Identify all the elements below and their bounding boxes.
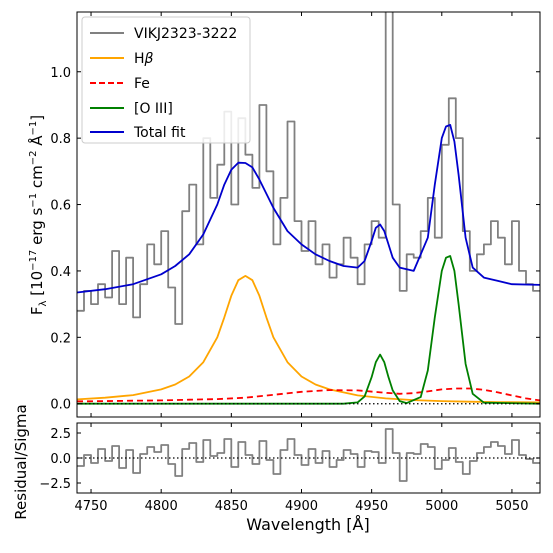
main-ytick-label: 0.6	[50, 199, 71, 214]
x-axis-label: Wavelength [Å]	[246, 515, 369, 534]
main-series-layer	[77, 12, 540, 405]
legend-label-hbeta: Hβ	[134, 51, 154, 67]
main-ytick-label: 0.4	[50, 265, 71, 280]
main-ytick-label: 0.2	[50, 331, 71, 346]
xtick-label: 5000	[425, 499, 458, 514]
residual-panel: −2.50.02.5 4750 4800 4850 4900 4950 5000 5050 …	[12, 404, 541, 534]
main-series-fe	[77, 387, 540, 403]
residual-ytick-label: 0.0	[50, 452, 71, 467]
legend-entry-observed: VIKJ2323-3222	[90, 26, 237, 42]
xtick-label: 4800	[145, 499, 178, 514]
main-series-total-fit	[77, 124, 540, 294]
xtick-label: 4850	[215, 499, 248, 514]
residual-y-ticks: −2.5 0.0 2.5	[39, 427, 540, 492]
main-series-o-iii	[77, 255, 540, 405]
main-ytick-label: 1.0	[50, 66, 71, 81]
legend: VIKJ2323-3222 Hβ Fe [O III] Total fit	[81, 16, 251, 144]
legend-entry-oiii: [O III]	[90, 101, 173, 117]
main-y-ticks: 0.0 0.2 0.4 0.6 0.8 1.0	[50, 66, 540, 413]
legend-entry-total-fit: Total fit	[90, 125, 186, 141]
residual-series-residual	[77, 428, 540, 482]
legend-label-fe: Fe	[134, 76, 150, 92]
legend-label-observed: VIKJ2323-3222	[134, 26, 237, 42]
main-series-h	[77, 275, 540, 404]
main-y-axis-label: Fλ [10−17 erg s−1 cm−2 Å−1]	[27, 115, 49, 315]
legend-label-hbeta-greek: β	[144, 51, 154, 67]
main-x-ticks	[90, 12, 513, 417]
residual-y-axis-label: Residual/Sigma	[12, 404, 30, 519]
residual-series-layer	[77, 428, 540, 482]
xtick-label: 5050	[495, 499, 528, 514]
main-series-vikj2323-3222	[77, 12, 540, 325]
legend-entry-hbeta: Hβ	[90, 51, 154, 67]
xtick-label: 4750	[74, 499, 107, 514]
legend-label-oiii: [O III]	[134, 101, 173, 117]
main-ytick-label: 0.0	[50, 398, 71, 413]
xtick-label: 4950	[355, 499, 388, 514]
main-ytick-label: 0.8	[50, 132, 71, 147]
xtick-label: 4900	[285, 499, 318, 514]
legend-box	[81, 16, 251, 144]
residual-x-ticks: 4750 4800 4850 4900 4950 5000 5050	[74, 423, 528, 514]
residual-ytick-label: 2.5	[50, 427, 71, 442]
main-axes-frame	[76, 11, 541, 418]
main-panel: 0.0 0.2 0.4 0.6 0.8 1.0 VIKJ2323-3222 Hβ Fe […	[27, 11, 541, 418]
legend-label-hbeta-base: H	[134, 51, 145, 67]
residual-ytick-label: −2.5	[39, 477, 71, 492]
legend-entry-fe: Fe	[90, 76, 150, 92]
residual-axes-frame	[76, 422, 541, 494]
legend-label-total-fit: Total fit	[133, 125, 186, 141]
